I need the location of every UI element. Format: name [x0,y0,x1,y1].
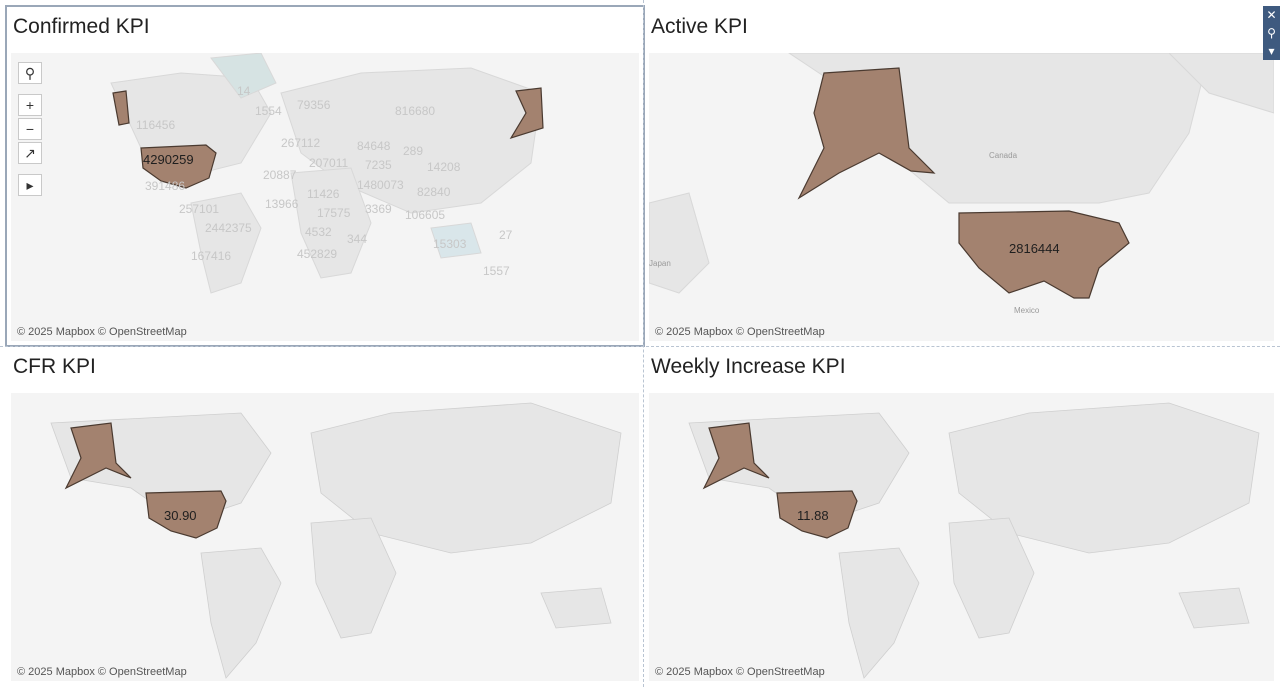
close-icon[interactable]: ✕ [1266,8,1277,22]
label-0: 14 [237,84,251,98]
label-15: 11426 [307,187,340,201]
map-attribution[interactable]: © 2025 Mapbox © OpenStreetMap [17,326,187,338]
cfr-map[interactable]: 30.90 © 2025 Mapbox © OpenStreetMap [11,393,639,681]
label-25: 344 [347,232,367,246]
label-24: 4532 [305,225,332,239]
label-1: 1554 [255,104,282,118]
usa-shape [958,210,1130,299]
confirmed-map-svg[interactable]: 14 1554 79356 816680 116456 267112 84648… [11,53,639,341]
active-kpi-panel[interactable]: Active KPI Canada Japan Mexico 2816444 ©… [645,7,1278,345]
label-4: 116456 [136,118,175,132]
label-26: 167416 [191,249,231,263]
alaska-shape [797,67,936,200]
horizontal-divider [0,346,1280,347]
label-10: 14208 [427,160,461,174]
label-28: 1557 [483,264,510,278]
pin-icon[interactable]: ⚲ [1267,26,1276,40]
label-16: 257101 [179,202,219,216]
label-9: 7235 [365,158,392,172]
panel-title: Confirmed KPI [13,15,150,38]
map-attribution[interactable]: © 2025 Mapbox © OpenStreetMap [655,326,825,338]
label-18: 17575 [317,206,351,220]
label-21: 2442375 [205,221,252,235]
label-2: 79356 [297,98,331,112]
chevron-down-icon[interactable]: ▾ [1268,44,1275,58]
panel-title: Active KPI [651,15,748,38]
label-6: 84648 [357,139,391,153]
confirmed-map[interactable]: 14 1554 79356 816680 116456 267112 84648… [11,53,639,341]
cfr-kpi-panel[interactable]: CFR KPI 30.90 © 2025 Mapbox © OpenStreet… [7,347,643,685]
pin-reset-icon[interactable]: ↗ [18,142,42,164]
place-label-japan: Japan [649,259,671,268]
us-value-label: 11.88 [797,508,829,523]
label-3: 816680 [395,104,435,118]
us-value-label: 30.90 [164,508,197,523]
label-14: 391486 [145,179,185,193]
active-map[interactable]: Canada Japan Mexico 2816444 © 2025 Mapbo… [649,53,1274,341]
us-value-label: 4290259 [143,152,194,167]
map-attribution[interactable]: © 2025 Mapbox © OpenStreetMap [17,666,187,678]
label-8: 207011 [309,156,348,170]
cfr-map-svg[interactable]: 30.90 [11,393,639,681]
weekly-increase-kpi-panel[interactable]: Weekly Increase KPI 11.88 © 2025 Mapbox … [645,347,1278,685]
label-23: 27 [499,228,513,242]
label-5: 267112 [281,136,320,150]
panel-title: Weekly Increase KPI [651,355,846,378]
confirmed-kpi-panel[interactable]: Confirmed KPI 14 1554 79356 [5,5,645,347]
weekly-map[interactable]: 11.88 © 2025 Mapbox © OpenStreetMap [649,393,1274,681]
place-label-canada: Canada [989,151,1018,160]
label-17: 13966 [265,197,299,211]
label-20: 106605 [405,208,445,222]
zoom-in-button[interactable]: + [18,94,42,116]
weekly-map-svg[interactable]: 11.88 [649,393,1274,681]
place-label-mexico: Mexico [1014,306,1040,315]
play-icon[interactable]: ▸ [18,174,42,196]
country-value-labels: 14 1554 79356 816680 116456 267112 84648… [136,84,513,278]
label-13: 82840 [417,185,451,199]
active-map-svg[interactable]: Canada Japan Mexico 2816444 [649,53,1274,341]
usa-shape [145,490,227,539]
label-22: 15303 [433,237,467,251]
alaska-shape [702,422,770,490]
map-toolbar: ⚲ + − ↗ ▸ [18,62,42,198]
us-value-label: 2816444 [1009,241,1060,256]
label-11: 20887 [263,168,297,182]
search-icon[interactable]: ⚲ [18,62,42,84]
map-attribution[interactable]: © 2025 Mapbox © OpenStreetMap [655,666,825,678]
vertical-divider [643,0,644,687]
panel-corner-controls: ✕ ⚲ ▾ [1263,6,1280,60]
label-19: 3369 [365,202,392,216]
usa-shape [140,144,217,189]
label-7: 289 [403,144,423,158]
alaska-shape [64,422,132,490]
usa-shape [776,490,858,539]
label-12: 1480073 [357,178,404,192]
panel-title: CFR KPI [13,355,96,378]
label-27: 452829 [297,247,337,261]
zoom-out-button[interactable]: − [18,118,42,140]
